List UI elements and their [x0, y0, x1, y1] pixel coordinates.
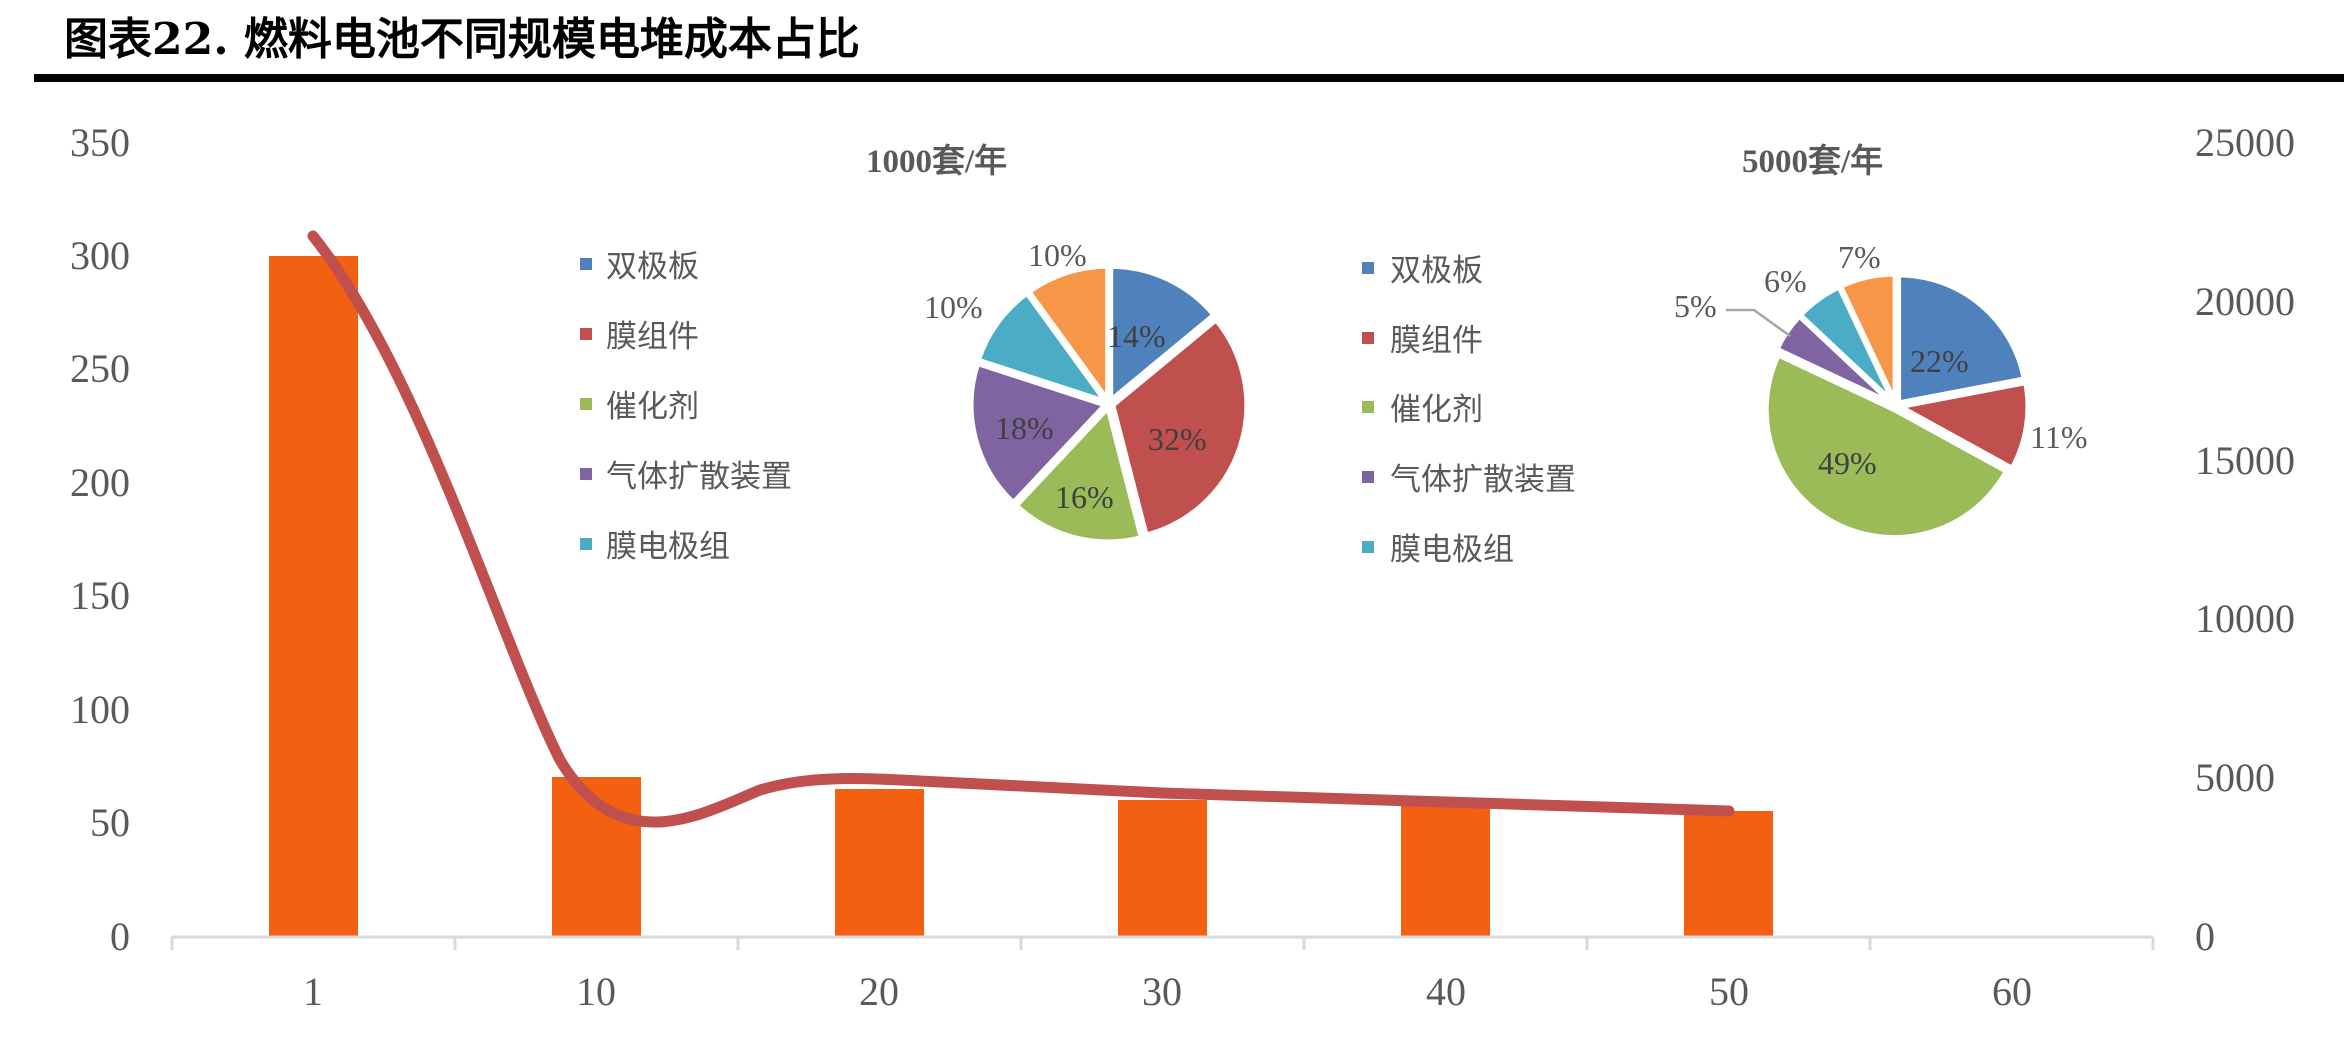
- bar-20: [835, 789, 924, 936]
- legend-label: 膜电极组: [1390, 532, 1514, 568]
- pct-label: 10%: [924, 289, 983, 325]
- left-tick: 0: [110, 914, 130, 959]
- x-tick: 1: [303, 969, 323, 1014]
- legend-marker: [580, 328, 592, 340]
- line-series: [307, 230, 1735, 828]
- legend-label: 膜电极组: [606, 529, 730, 565]
- pie2-labels: 22% 11% 49% 5% 6% 7%: [1674, 239, 2087, 481]
- pct-label: 11%: [2030, 419, 2087, 455]
- left-tick: 150: [70, 573, 130, 618]
- legend-marker: [1362, 471, 1374, 483]
- legend-marker: [580, 258, 592, 270]
- pct-label: 49%: [1818, 445, 1877, 481]
- legend-label: 双极板: [1390, 253, 1483, 289]
- pie1-title: 1000套/年: [866, 143, 1007, 180]
- legend-label: 膜组件: [606, 319, 699, 355]
- legend-label: 气体扩散装置: [606, 459, 792, 495]
- legend-marker: [580, 468, 592, 480]
- pie2-title: 5000套/年: [1742, 143, 1883, 180]
- right-tick: 15000: [2195, 438, 2295, 483]
- legend-marker: [1362, 262, 1374, 274]
- right-axis: 0 5000 10000 15000 20000 25000: [2195, 120, 2295, 959]
- left-tick: 300: [70, 233, 130, 278]
- bar-40: [1401, 804, 1490, 936]
- legend-label: 双极板: [606, 249, 699, 285]
- left-tick: 250: [70, 346, 130, 391]
- legend-marker: [580, 538, 592, 550]
- pct-label: 32%: [1148, 421, 1207, 457]
- pct-label: 14%: [1107, 318, 1166, 354]
- pie-slice: [1109, 316, 1250, 539]
- pct-label: 22%: [1910, 343, 1969, 379]
- pct-label: 5%: [1674, 288, 1717, 324]
- pie2-legend: 双极板 膜组件 催化剂 气体扩散装置 膜电极组: [1362, 253, 1576, 568]
- left-axis: 0 50 100 150 200 250 300 350: [70, 120, 130, 959]
- right-tick: 10000: [2195, 596, 2295, 641]
- pie-slice: [1837, 271, 1898, 404]
- pie1-labels: 14% 32% 16% 18% 10% 10%: [924, 237, 1207, 515]
- legend-label: 催化剂: [1390, 392, 1483, 428]
- pie-slice: [1108, 263, 1218, 406]
- legend-label: 催化剂: [606, 389, 699, 425]
- bar-series: [269, 256, 1773, 936]
- chart-title: 图表22. 燃料电池不同规模电堆成本占比: [64, 14, 860, 65]
- x-tick: 10: [576, 969, 616, 1014]
- legend-label: 膜组件: [1390, 323, 1483, 359]
- x-tick: 20: [859, 969, 899, 1014]
- x-tick: 30: [1142, 969, 1182, 1014]
- x-axis: [170, 935, 2155, 950]
- legend-marker: [1362, 541, 1374, 553]
- pie-slice: [1763, 351, 2010, 540]
- pct-label: 7%: [1838, 239, 1881, 275]
- legend-label: 气体扩散装置: [1390, 462, 1576, 498]
- pie-slice: [1025, 263, 1111, 408]
- x-tick: 50: [1709, 969, 1749, 1014]
- pie-slice: [975, 289, 1113, 407]
- right-tick: 0: [2195, 914, 2215, 959]
- legend-marker: [580, 398, 592, 410]
- pct-label: 10%: [1028, 237, 1087, 273]
- pie-slice: [1896, 272, 2028, 406]
- pie-slice: [1012, 402, 1145, 545]
- left-tick: 200: [70, 460, 130, 505]
- legend-marker: [1362, 401, 1374, 413]
- title-rule: [34, 74, 2344, 82]
- pie-slice: [1892, 379, 2031, 472]
- right-tick: 20000: [2195, 279, 2295, 324]
- pie-slice: [968, 360, 1110, 507]
- pie1: [968, 263, 1250, 545]
- bar-1: [269, 256, 358, 936]
- left-tick: 100: [70, 687, 130, 732]
- left-tick: 350: [70, 120, 130, 165]
- x-tick: 40: [1426, 969, 1466, 1014]
- leader-line: [1726, 308, 1791, 338]
- pie2: [1763, 271, 2031, 540]
- pct-label: 18%: [995, 410, 1054, 446]
- bar-30: [1118, 800, 1207, 936]
- right-tick: 25000: [2195, 120, 2295, 165]
- left-tick: 50: [90, 800, 130, 845]
- pie1-legend: 双极板 膜组件 催化剂 气体扩散装置 膜电极组: [580, 249, 792, 565]
- x-tick-labels: 1 10 20 30 40 50 60: [303, 969, 2032, 1014]
- pct-label: 16%: [1055, 479, 1114, 515]
- right-tick: 5000: [2195, 755, 2275, 800]
- x-tick: 60: [1992, 969, 2032, 1014]
- pct-label: 6%: [1764, 263, 1807, 299]
- bar-50: [1684, 811, 1773, 936]
- legend-marker: [1362, 332, 1374, 344]
